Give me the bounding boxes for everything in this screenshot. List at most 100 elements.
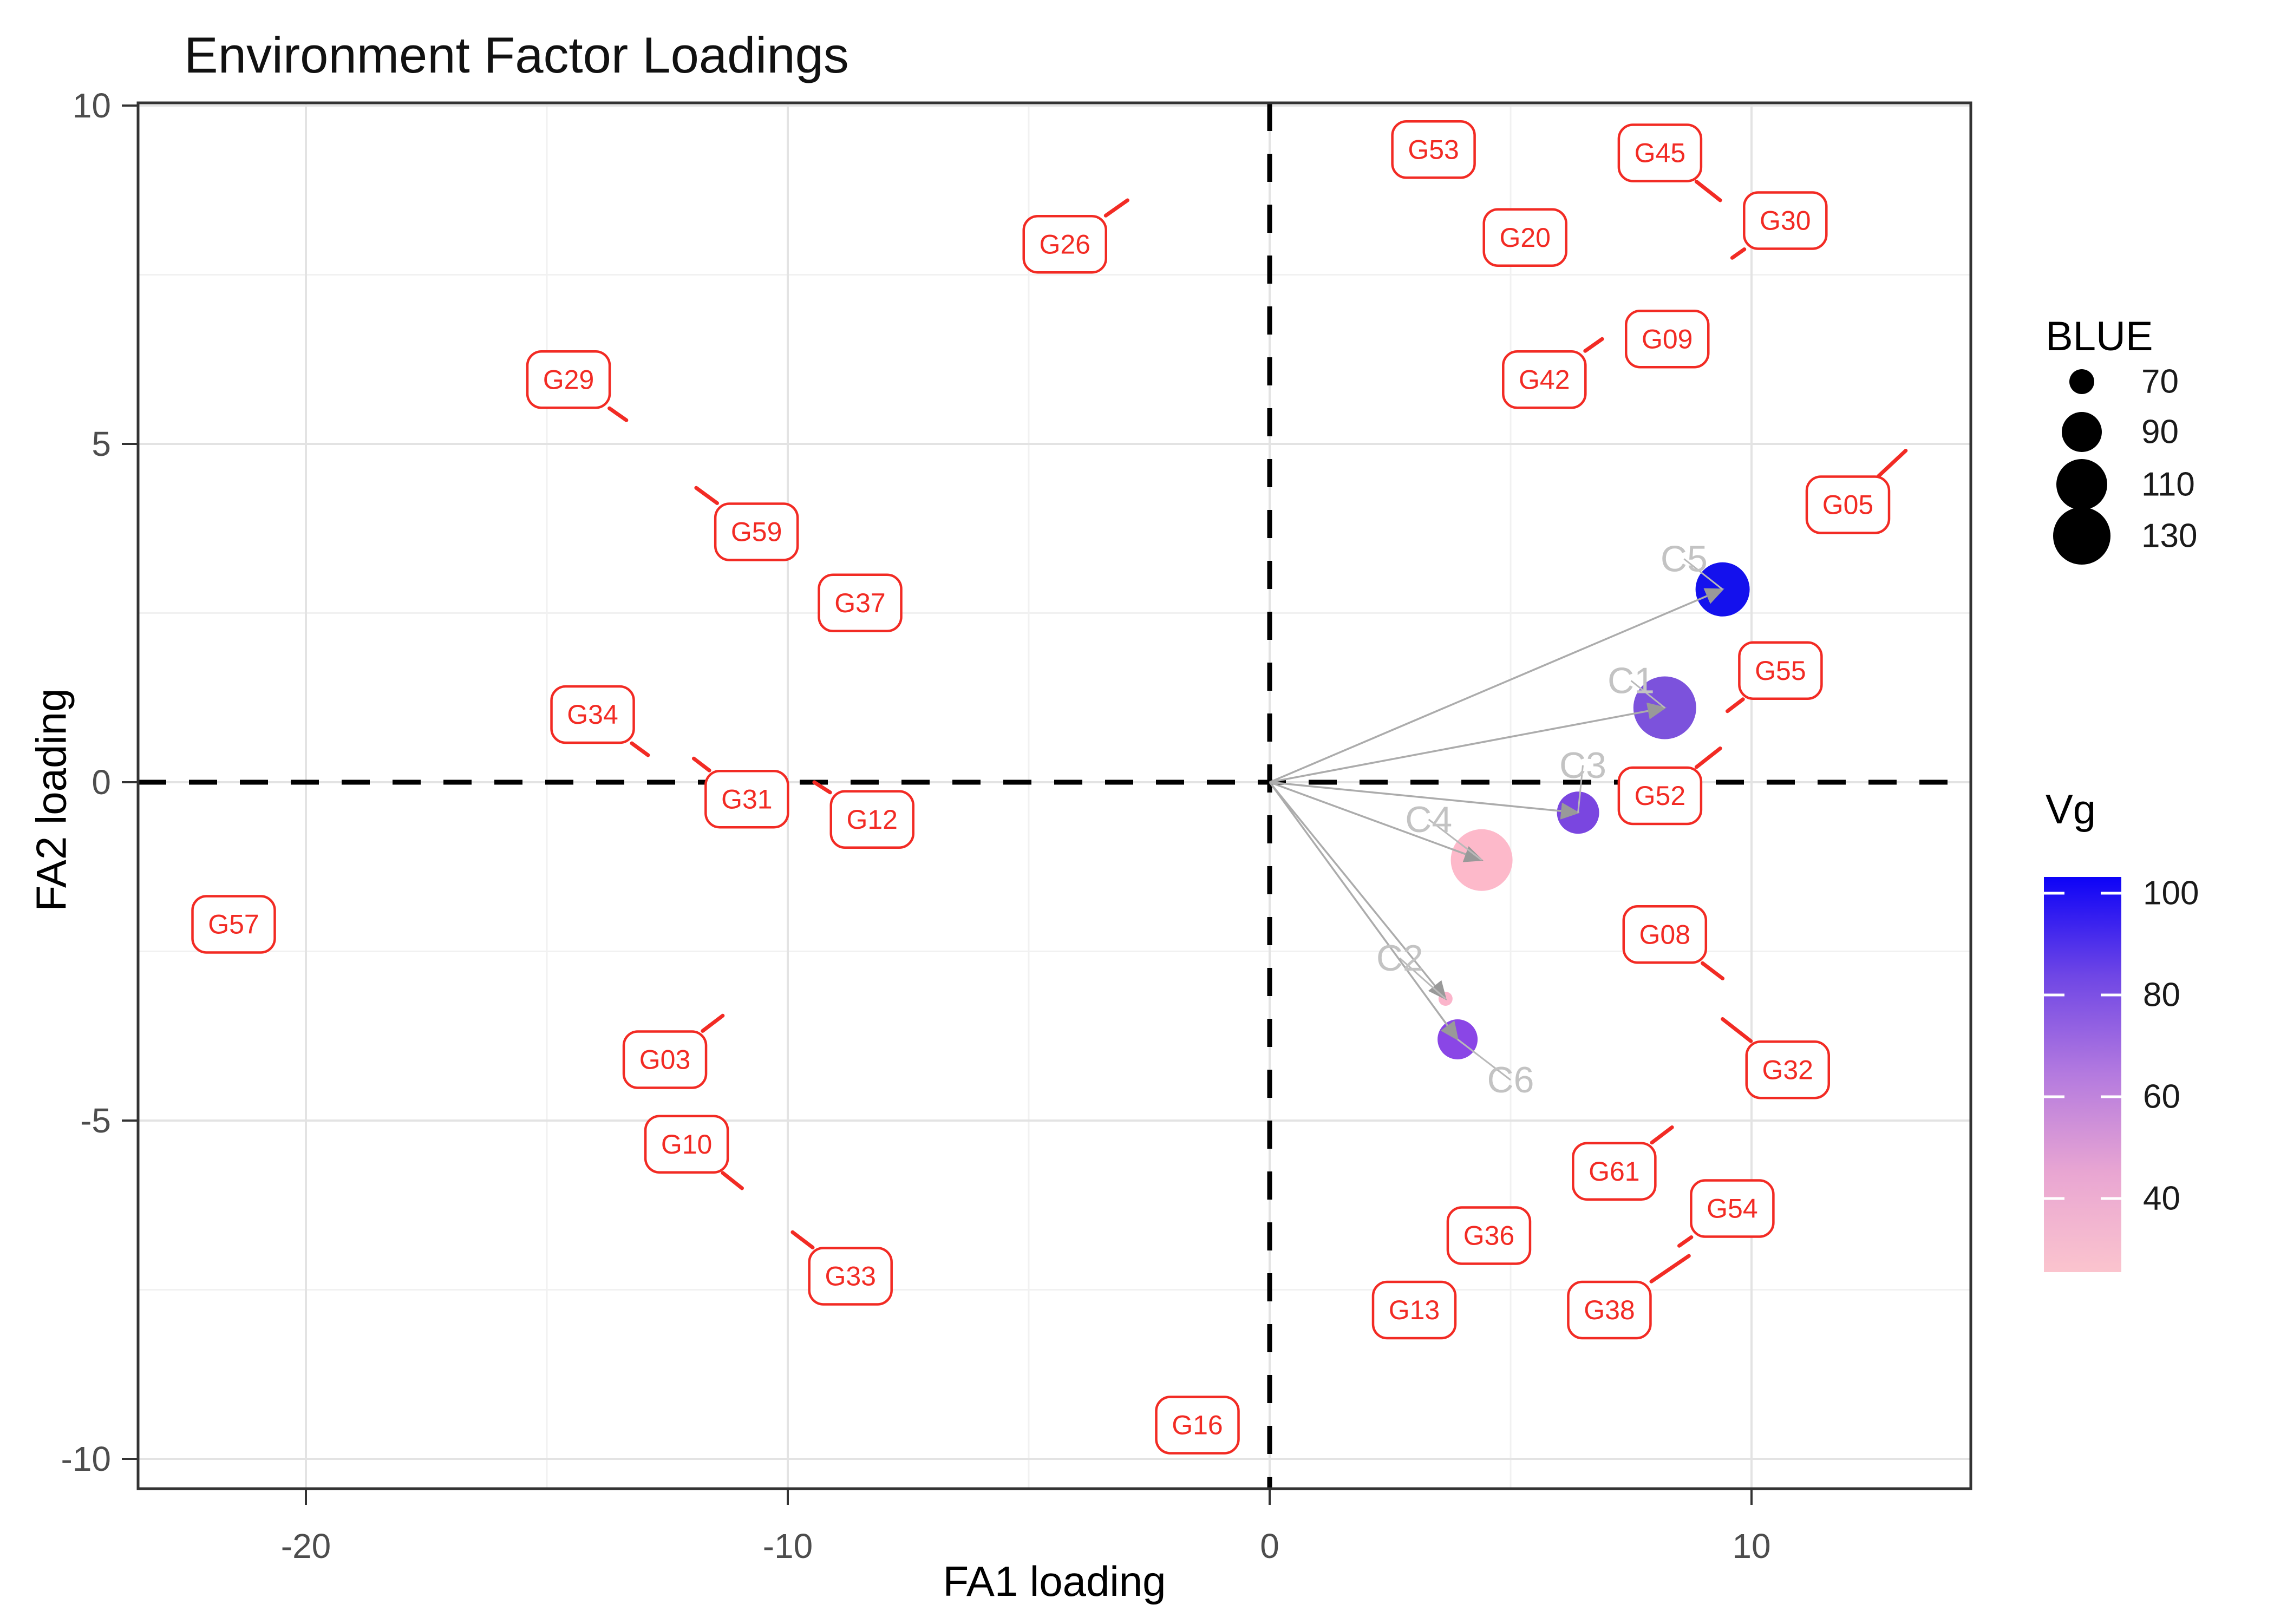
genotype-segment-G55 xyxy=(1726,697,1745,713)
legend-size-dot xyxy=(2056,459,2107,510)
genotype-box-G33 xyxy=(808,1247,893,1306)
y-tick-label: 0 xyxy=(92,763,111,802)
genotype-segment-G26 xyxy=(1103,198,1129,218)
genotype-segment-G61 xyxy=(1650,1125,1674,1145)
genotype-label-G13: G13 xyxy=(1389,1295,1440,1325)
cluster-leader-C1 xyxy=(1630,680,1665,709)
genotype-segment-G45 xyxy=(1694,180,1722,202)
genotype-box-G31 xyxy=(704,770,789,829)
cluster-arrow-C3 xyxy=(1269,781,1580,820)
y-tick-label: 10 xyxy=(73,86,111,125)
cluster-arrow-C2 xyxy=(1269,781,1447,1000)
genotype-box-G09 xyxy=(1625,310,1710,369)
genotype-label-G54: G54 xyxy=(1707,1194,1758,1224)
genotype-label-G33: G33 xyxy=(825,1261,876,1292)
genotype-box-G08 xyxy=(1622,905,1708,964)
genotype-segment-G54 xyxy=(1677,1235,1694,1248)
cluster-label-C5: C5 xyxy=(1661,539,1708,580)
genotype-label-G45: G45 xyxy=(1635,138,1686,168)
genotype-label-G59: G59 xyxy=(731,517,782,547)
genotype-segment-G33 xyxy=(790,1230,815,1249)
genotype-label-G29: G29 xyxy=(543,364,594,395)
cluster-leader-C3 xyxy=(1577,765,1584,813)
genotype-segment-G12 xyxy=(812,780,832,795)
x-tick-label: -10 xyxy=(763,1527,813,1566)
genotype-label-G42: G42 xyxy=(1519,364,1570,395)
genotype-box-G03 xyxy=(622,1030,708,1089)
genotype-segment-G52 xyxy=(1694,746,1722,769)
cluster-leader-C6 xyxy=(1457,1038,1511,1081)
legend-color-label: 40 xyxy=(2143,1180,2180,1217)
cluster-arrow-C4 xyxy=(1269,781,1484,862)
genotype-box-G53 xyxy=(1391,120,1476,179)
genotype-segment-G05 xyxy=(1877,449,1908,478)
genotype-box-G32 xyxy=(1745,1040,1830,1099)
genotype-box-G54 xyxy=(1690,1179,1775,1238)
genotype-label-G32: G32 xyxy=(1762,1055,1813,1085)
genotype-label-G36: G36 xyxy=(1463,1221,1515,1251)
genotype-box-G34 xyxy=(550,685,635,744)
genotype-box-G55 xyxy=(1738,641,1823,700)
genotype-box-G26 xyxy=(1022,215,1107,274)
legend-color-label: 80 xyxy=(2143,977,2180,1014)
genotype-box-G29 xyxy=(526,350,611,409)
cluster-arrow-C1 xyxy=(1269,702,1667,783)
genotype-label-G20: G20 xyxy=(1499,222,1551,253)
genotype-label-G53: G53 xyxy=(1408,134,1459,165)
cluster-label-C1: C1 xyxy=(1608,660,1655,702)
genotype-box-G20 xyxy=(1482,208,1567,267)
legend-size-label: 130 xyxy=(2141,518,2197,555)
legend-color-label: 100 xyxy=(2143,875,2199,912)
genotype-box-G52 xyxy=(1617,766,1703,826)
cluster-label-C6: C6 xyxy=(1487,1059,1534,1101)
cluster-leader-C5 xyxy=(1683,558,1723,590)
genotype-segment-G10 xyxy=(721,1171,744,1190)
y-tick-label: -10 xyxy=(61,1439,112,1478)
genotype-label-G55: G55 xyxy=(1755,656,1806,686)
cluster-leader-C2 xyxy=(1399,957,1446,1000)
genotype-label-G61: G61 xyxy=(1589,1156,1640,1187)
genotype-segment-G08 xyxy=(1701,961,1725,980)
genotype-segment-G42 xyxy=(1583,337,1604,353)
x-tick-label: 10 xyxy=(1732,1527,1770,1566)
genotype-box-G45 xyxy=(1617,123,1703,182)
genotype-box-G30 xyxy=(1743,191,1828,250)
legend-size-label: 90 xyxy=(2141,414,2179,451)
genotype-box-G16 xyxy=(1155,1396,1240,1455)
genotype-segment-G30 xyxy=(1730,247,1747,260)
x-axis-title: FA1 loading xyxy=(943,1557,1166,1605)
genotype-label-G57: G57 xyxy=(208,909,259,940)
legend-size-label: 70 xyxy=(2141,363,2179,401)
genotype-segment-G59 xyxy=(694,486,720,505)
panel-border xyxy=(136,101,1972,1490)
genotype-label-G05: G05 xyxy=(1822,490,1874,520)
genotype-label-G30: G30 xyxy=(1760,206,1811,236)
genotype-segment-G31 xyxy=(691,756,711,772)
genotype-box-G10 xyxy=(644,1115,729,1174)
legend-color-label: 60 xyxy=(2143,1078,2180,1116)
genotype-box-G37 xyxy=(818,573,903,632)
cluster-leader-C4 xyxy=(1428,818,1482,861)
genotype-label-G12: G12 xyxy=(846,804,898,835)
y-tick-label: -5 xyxy=(80,1101,111,1140)
y-axis-title: FA2 loading xyxy=(27,688,75,912)
genotype-box-G57 xyxy=(191,895,276,954)
genotype-label-G03: G03 xyxy=(639,1045,691,1075)
genotype-label-G10: G10 xyxy=(661,1129,713,1160)
plot-title: Environment Factor Loadings xyxy=(184,27,849,83)
genotype-segment-G29 xyxy=(607,406,629,422)
legend-color-title: Vg xyxy=(2046,787,2096,833)
legend-size-label: 110 xyxy=(2141,466,2195,503)
genotype-box-G13 xyxy=(1371,1280,1457,1340)
genotype-label-G26: G26 xyxy=(1039,229,1090,259)
cluster-arrow-C6 xyxy=(1269,781,1459,1041)
genotype-label-G38: G38 xyxy=(1584,1295,1635,1325)
cluster-arrow-C5 xyxy=(1269,588,1724,783)
genotype-label-G16: G16 xyxy=(1172,1410,1223,1440)
genotype-segment-G38 xyxy=(1649,1254,1691,1284)
genotype-label-G52: G52 xyxy=(1635,781,1686,811)
genotype-segment-G32 xyxy=(1721,1017,1753,1043)
genotype-label-G09: G09 xyxy=(1642,324,1693,354)
genotype-label-G34: G34 xyxy=(567,699,618,730)
